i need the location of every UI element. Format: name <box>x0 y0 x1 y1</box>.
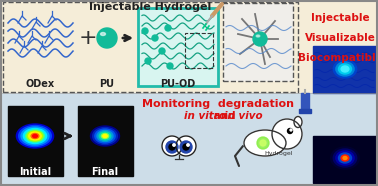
Bar <box>313 46 376 93</box>
Circle shape <box>288 129 293 134</box>
Text: PU: PU <box>99 79 115 89</box>
Circle shape <box>272 119 302 149</box>
Circle shape <box>142 28 148 34</box>
FancyBboxPatch shape <box>223 3 293 81</box>
Circle shape <box>253 32 267 46</box>
Text: Biocompatible: Biocompatible <box>297 53 378 63</box>
Ellipse shape <box>343 156 347 160</box>
Ellipse shape <box>99 132 111 140</box>
Text: Final: Final <box>91 167 119 177</box>
Ellipse shape <box>333 60 357 78</box>
Circle shape <box>173 144 175 146</box>
Ellipse shape <box>103 134 107 137</box>
Ellipse shape <box>256 35 260 37</box>
Ellipse shape <box>90 126 119 146</box>
Bar <box>299 109 311 113</box>
Circle shape <box>152 35 158 41</box>
Ellipse shape <box>341 66 349 72</box>
Circle shape <box>180 141 192 153</box>
Text: in vitro: in vitro <box>184 111 226 121</box>
Circle shape <box>159 48 165 54</box>
Bar <box>313 136 376 183</box>
Circle shape <box>260 140 266 146</box>
Text: and: and <box>211 111 240 121</box>
Circle shape <box>145 58 151 64</box>
Ellipse shape <box>339 64 352 74</box>
Bar <box>185 33 213 68</box>
Circle shape <box>290 129 292 131</box>
Bar <box>301 93 309 111</box>
Text: +: + <box>79 28 97 48</box>
Ellipse shape <box>27 131 43 141</box>
Ellipse shape <box>23 129 46 144</box>
Ellipse shape <box>97 131 113 142</box>
Ellipse shape <box>33 134 37 137</box>
Bar <box>138 8 218 86</box>
Ellipse shape <box>336 62 354 76</box>
Circle shape <box>166 141 178 153</box>
Text: Injectable: Injectable <box>311 13 369 23</box>
Circle shape <box>176 136 196 156</box>
Bar <box>0 93 378 186</box>
Bar <box>0 0 378 93</box>
Ellipse shape <box>101 134 108 139</box>
Ellipse shape <box>341 155 349 161</box>
Text: Monitoring  degradation: Monitoring degradation <box>142 99 294 109</box>
Ellipse shape <box>336 151 354 165</box>
Circle shape <box>257 137 269 149</box>
Ellipse shape <box>294 116 302 127</box>
Ellipse shape <box>101 33 105 36</box>
Bar <box>8 106 63 176</box>
Text: PU-OD: PU-OD <box>160 79 196 89</box>
Ellipse shape <box>29 132 41 140</box>
Ellipse shape <box>31 134 39 139</box>
Text: Visualizable: Visualizable <box>305 33 375 43</box>
Ellipse shape <box>26 130 44 142</box>
Circle shape <box>97 28 117 48</box>
Text: Initial: Initial <box>19 167 51 177</box>
Text: in vivo: in vivo <box>224 111 262 121</box>
Ellipse shape <box>16 124 54 148</box>
Text: Hydrogel: Hydrogel <box>265 152 293 156</box>
Text: Injectable Hydrogel: Injectable Hydrogel <box>89 2 211 12</box>
Ellipse shape <box>244 130 286 156</box>
Bar <box>78 106 133 176</box>
Circle shape <box>183 144 189 150</box>
Ellipse shape <box>333 149 357 167</box>
Circle shape <box>167 63 173 69</box>
Ellipse shape <box>21 127 49 145</box>
Ellipse shape <box>331 147 359 169</box>
Ellipse shape <box>93 127 117 145</box>
Circle shape <box>165 25 171 31</box>
Ellipse shape <box>95 129 115 143</box>
Circle shape <box>162 136 182 156</box>
Circle shape <box>169 144 175 150</box>
Ellipse shape <box>19 126 51 147</box>
Text: ODex: ODex <box>25 79 54 89</box>
Circle shape <box>187 144 189 146</box>
Ellipse shape <box>339 153 352 163</box>
